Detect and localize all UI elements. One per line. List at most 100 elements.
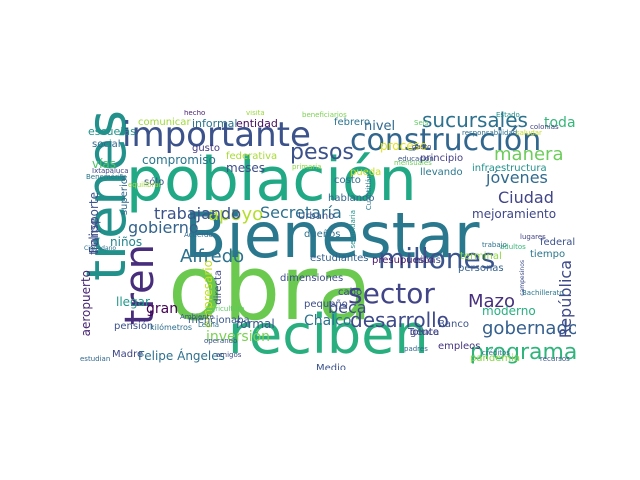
- cloud-word: personas: [458, 263, 504, 274]
- cloud-word: hablando: [328, 193, 375, 204]
- cloud-word: meses: [226, 161, 265, 175]
- cloud-word: lugares: [520, 233, 546, 241]
- cloud-word: visita: [246, 110, 265, 117]
- cloud-word: costo: [334, 175, 361, 186]
- cloud-word: federativa: [226, 151, 278, 162]
- cloud-word: obra: [168, 236, 373, 341]
- cloud-word: niñas: [414, 255, 441, 266]
- cloud-word: importante: [122, 115, 311, 155]
- cloud-word: Ciudad: [498, 188, 554, 207]
- cloud-word: millones: [378, 242, 496, 275]
- cloud-word: pequeño: [304, 299, 348, 310]
- cloud-word: Toluca: [408, 327, 440, 338]
- cloud-word: construcción: [350, 123, 542, 158]
- cloud-word: directa: [213, 270, 224, 305]
- cloud-word: Madre: [112, 349, 144, 360]
- cloud-word: pesos: [290, 140, 354, 165]
- cloud-word: estudiantes: [310, 253, 369, 264]
- cloud-word: moderno: [482, 304, 536, 318]
- cloud-word: hecho: [184, 110, 206, 117]
- cloud-word: dimensiones: [280, 273, 344, 284]
- cloud-word: formal: [236, 317, 275, 331]
- cloud-word: compromiso: [142, 153, 216, 167]
- cloud-word: Leona: [198, 321, 220, 329]
- cloud-word: gobierno: [128, 218, 199, 237]
- cloud-word: manera: [494, 144, 564, 165]
- cloud-word: inversión: [206, 329, 271, 345]
- cloud-word: comunicar: [138, 117, 191, 128]
- cloud-word: trabajo: [482, 241, 507, 249]
- cloud-word: entidad: [236, 117, 278, 130]
- cloud-word: Ambiente: [180, 313, 214, 321]
- cloud-word: Felipe Ángeles: [138, 349, 225, 363]
- cloud-word: presupuesto: [372, 255, 435, 266]
- cloud-word: Seis: [414, 119, 429, 127]
- cloud-word: Alfredo: [180, 246, 245, 267]
- cloud-word: saludar: [516, 129, 542, 137]
- cloud-word: dueños: [304, 229, 341, 240]
- cloud-word: población: [126, 145, 417, 215]
- cloud-word: Agricultura: [206, 305, 245, 313]
- cloud-word: llegar: [116, 295, 150, 309]
- cloud-word: estudian: [80, 355, 111, 363]
- cloud-word: mejoramiento: [472, 207, 557, 221]
- cloud-word: tiempo: [530, 249, 566, 260]
- cloud-word: adultos: [500, 243, 526, 251]
- cloud-word: nivel: [364, 119, 396, 134]
- cloud-word: pensión: [114, 321, 154, 332]
- cloud-word: toda: [544, 115, 576, 131]
- cloud-word: informal: [192, 117, 238, 130]
- cloud-word: gente: [410, 327, 439, 338]
- cloud-word: reciben: [228, 303, 429, 366]
- cloud-word: recursos: [540, 355, 570, 363]
- word-cloud: obra Bienestar población trenes reciben impor…: [80, 110, 576, 370]
- cloud-word: República: [556, 260, 575, 339]
- cloud-word: Ixtapaluca: [92, 167, 129, 175]
- cloud-word: desarrollo: [350, 308, 449, 332]
- cloud-word: mensuales: [394, 159, 432, 167]
- cloud-word: terminal: [460, 251, 502, 262]
- cloud-word: responsabilidad: [462, 129, 518, 137]
- cloud-word: mencionaba: [188, 315, 250, 326]
- cloud-word: cabo: [338, 287, 363, 298]
- cloud-word: Banco: [438, 319, 469, 330]
- cloud-word: gusto: [192, 143, 220, 154]
- cloud-word: colonias: [530, 123, 559, 131]
- cloud-word: Benemérita: [86, 173, 127, 181]
- cloud-word: gobernador: [482, 318, 576, 339]
- cloud-word: equilibrar: [128, 181, 162, 189]
- cloud-word: amigos: [216, 351, 242, 359]
- cloud-word: Bachillerato: [522, 289, 564, 297]
- cloud-word: Mazo: [468, 291, 516, 312]
- cloud-word: vías: [92, 157, 117, 171]
- cloud-word: primaria: [292, 163, 322, 171]
- cloud-word: principio: [420, 153, 464, 164]
- cloud-word: apoyo: [208, 204, 264, 225]
- cloud-word: sector: [348, 277, 435, 310]
- cloud-word: proceso: [380, 139, 428, 153]
- cloud-word: gasto: [412, 143, 432, 151]
- cloud-word: educación: [398, 155, 434, 163]
- cloud-word: kilómetros: [150, 323, 192, 332]
- cloud-word: febrero: [334, 117, 371, 128]
- cloud-word: aeropuerto: [80, 270, 93, 337]
- cloud-word: beneficiarios: [302, 111, 347, 119]
- cloud-word: escuelas: [88, 125, 136, 138]
- cloud-word: Acuerdo: [184, 231, 213, 239]
- cloud-word: secundaria: [349, 210, 357, 249]
- cloud-word: Chalco: [304, 313, 352, 329]
- cloud-word: gran: [146, 301, 179, 317]
- cloud-word: federal: [540, 237, 576, 248]
- cloud-word: padres: [404, 345, 428, 353]
- cloud-word: Secretaría: [260, 203, 342, 222]
- cloud-word: beca: [328, 298, 367, 317]
- cloud-word: pueda: [350, 167, 382, 178]
- cloud-word: Cuautitlán: [365, 174, 373, 211]
- cloud-word: Bienestar: [184, 199, 480, 272]
- cloud-word: trabajando: [154, 204, 241, 223]
- cloud-word: llevando: [420, 167, 463, 178]
- cloud-word: jóvenes: [486, 168, 548, 187]
- cloud-word: campesinos: [519, 260, 526, 296]
- cloud-word: Estado: [496, 111, 520, 119]
- cloud-word: programa: [470, 340, 576, 365]
